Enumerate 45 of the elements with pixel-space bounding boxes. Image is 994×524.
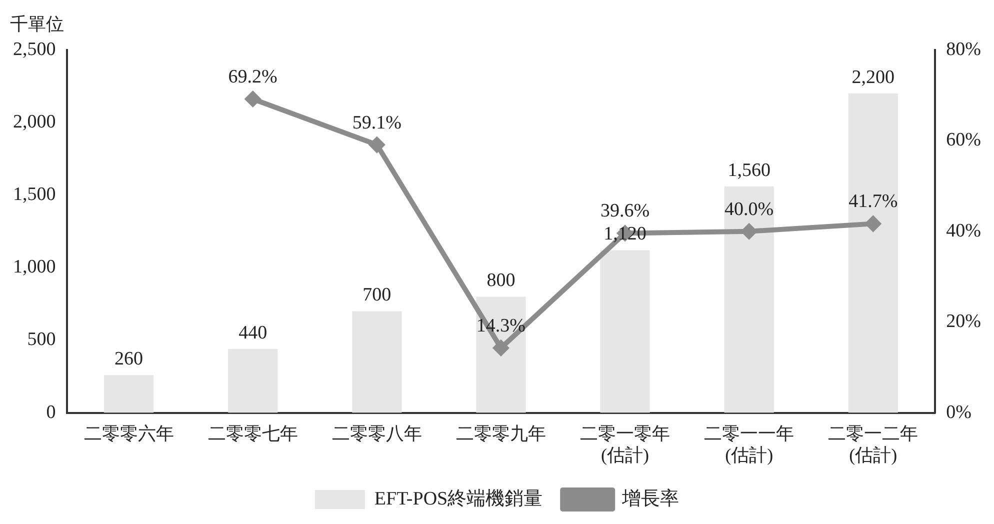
bar [848,94,898,413]
y2-tick-label: 40% [946,220,982,242]
data-label: 59.1% [352,112,402,134]
bar [476,296,526,413]
legend-label: EFT-POS終端機銷量 [374,488,543,510]
data-label: 700 [362,284,392,306]
y-tick-label: 2,000 [13,112,56,133]
y-tick-label: 500 [27,329,56,350]
x-tick-label: 二零一零年 (估計) [580,423,670,465]
y2-tick-label: 60% [946,130,982,151]
x-tick-label: 二零零八年 [332,423,422,444]
bar [600,250,650,413]
y2-tick-label: 20% [946,311,982,332]
y2-tick-label: 0% [946,402,972,423]
data-label: 41.7% [848,191,898,212]
x-tick-label: 二零一二年 (估計) [828,423,918,465]
x-tick-label: 二零零七年 [208,423,298,444]
bar [104,375,154,413]
data-label: 800 [486,270,516,292]
data-label: 1,560 [728,160,770,181]
point [245,91,260,106]
x-tick-label: 二零一一年 (估計) [704,423,794,465]
data-label: 14.3% [476,315,526,336]
point [493,340,508,356]
data-label: 2,200 [852,67,895,88]
y-tick-label: 2,500 [13,38,56,60]
data-label: 39.6% [600,200,650,222]
point [742,224,757,239]
legend-label: 增長率 [621,487,680,510]
data-label: 40.0% [724,198,774,220]
bar [352,311,402,413]
y-tick-label: 0 [46,402,56,423]
bar [228,348,278,413]
bar [724,186,774,413]
point [866,216,881,232]
data-label: 69.2% [228,66,278,88]
x-tick-label: 二零零九年 [456,423,546,444]
y-axis-title: 千單位 [10,13,64,36]
y2-tick-label: 80% [946,38,982,60]
data-label: 260 [114,348,144,370]
data-label: 440 [238,322,268,344]
point [369,137,384,152]
x-tick-label: 二零零六年 [84,423,174,444]
y-tick-label: 1,000 [13,256,56,278]
y-tick-label: 1,500 [13,184,56,206]
